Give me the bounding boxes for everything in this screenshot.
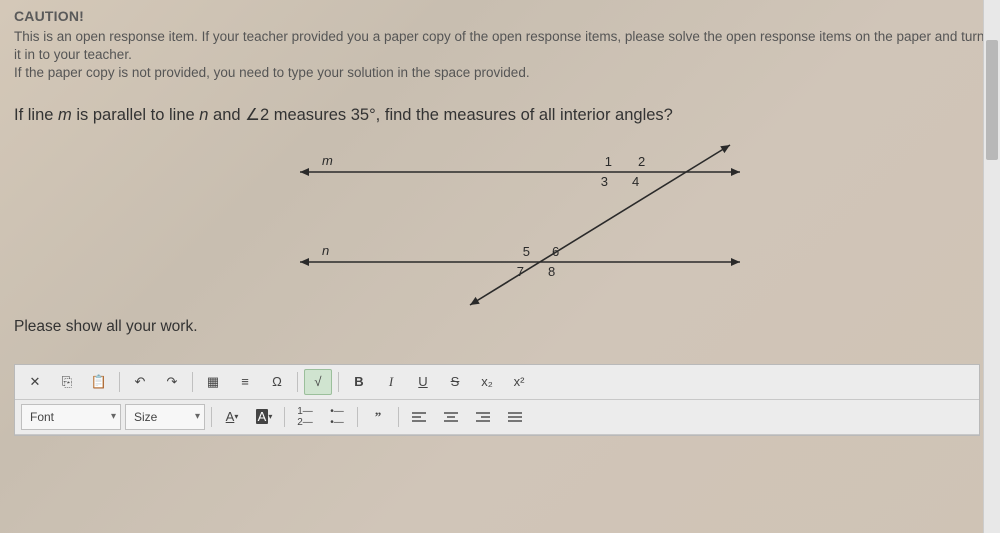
align-left-button[interactable]: [405, 404, 433, 430]
instructions-text: This is an open response item. If your t…: [14, 28, 986, 83]
svg-text:2: 2: [638, 154, 645, 169]
blockquote-button[interactable]: ”: [364, 404, 392, 430]
separator: [357, 407, 358, 427]
align-justify-button[interactable]: [501, 404, 529, 430]
toolbar-row-1: ✕ ⎘ 📋 ↶ ↷ ▦ ≡ Ω √ B I U S x₂ x²: [15, 365, 979, 400]
toolbar-row-2: Font Size A▾ A▾ 1—2— •—•— ”: [15, 400, 979, 435]
show-work-text: Please show all your work.: [14, 318, 986, 336]
svg-text:3: 3: [601, 174, 608, 189]
strike-button[interactable]: S: [441, 369, 469, 395]
table-button[interactable]: ▦: [199, 369, 227, 395]
text-color-button[interactable]: A▾: [218, 404, 246, 430]
diagram-container: m n 1 2 3 4 5 6 7 8: [14, 137, 986, 312]
svg-text:m: m: [322, 153, 333, 168]
ordered-list-button[interactable]: 1—2—: [291, 404, 319, 430]
underline-button[interactable]: U: [409, 369, 437, 395]
svg-text:1: 1: [605, 154, 612, 169]
instructions-line2: If the paper copy is not provided, you n…: [14, 65, 530, 80]
instructions-line1: This is an open response item. If your t…: [14, 29, 984, 62]
align-right-button[interactable]: [469, 404, 497, 430]
italic-button[interactable]: I: [377, 369, 405, 395]
vertical-scrollbar[interactable]: [983, 0, 1000, 533]
svg-text:5: 5: [523, 244, 530, 259]
font-select[interactable]: Font: [21, 404, 121, 430]
separator: [338, 372, 339, 392]
rich-text-editor: ✕ ⎘ 📋 ↶ ↷ ▦ ≡ Ω √ B I U S x₂ x² Font Siz…: [14, 364, 980, 436]
copy-button[interactable]: ⎘: [53, 369, 81, 395]
separator: [284, 407, 285, 427]
bold-button[interactable]: B: [345, 369, 373, 395]
question-text: If line m is parallel to line n and ∠2 m…: [14, 105, 986, 125]
special-char-button[interactable]: Ω: [263, 369, 291, 395]
cut-button[interactable]: ✕: [21, 369, 49, 395]
parallel-lines-diagram: m n 1 2 3 4 5 6 7 8: [240, 137, 760, 312]
align-center-button[interactable]: [437, 404, 465, 430]
separator: [398, 407, 399, 427]
separator: [192, 372, 193, 392]
subscript-button[interactable]: x₂: [473, 369, 501, 395]
svg-text:n: n: [322, 243, 329, 258]
math-button[interactable]: √: [304, 369, 332, 395]
hr-button[interactable]: ≡: [231, 369, 259, 395]
svg-text:8: 8: [548, 264, 555, 279]
size-select[interactable]: Size: [125, 404, 205, 430]
caution-heading: CAUTION!: [14, 8, 986, 24]
scroll-thumb[interactable]: [986, 40, 998, 160]
separator: [297, 372, 298, 392]
superscript-button[interactable]: x²: [505, 369, 533, 395]
redo-button[interactable]: ↷: [158, 369, 186, 395]
unordered-list-button[interactable]: •—•—: [323, 404, 351, 430]
undo-button[interactable]: ↶: [126, 369, 154, 395]
svg-text:6: 6: [552, 244, 559, 259]
separator: [211, 407, 212, 427]
separator: [119, 372, 120, 392]
svg-text:4: 4: [632, 174, 639, 189]
bg-color-button[interactable]: A▾: [250, 404, 278, 430]
svg-text:7: 7: [517, 264, 524, 279]
paste-button[interactable]: 📋: [85, 369, 113, 395]
